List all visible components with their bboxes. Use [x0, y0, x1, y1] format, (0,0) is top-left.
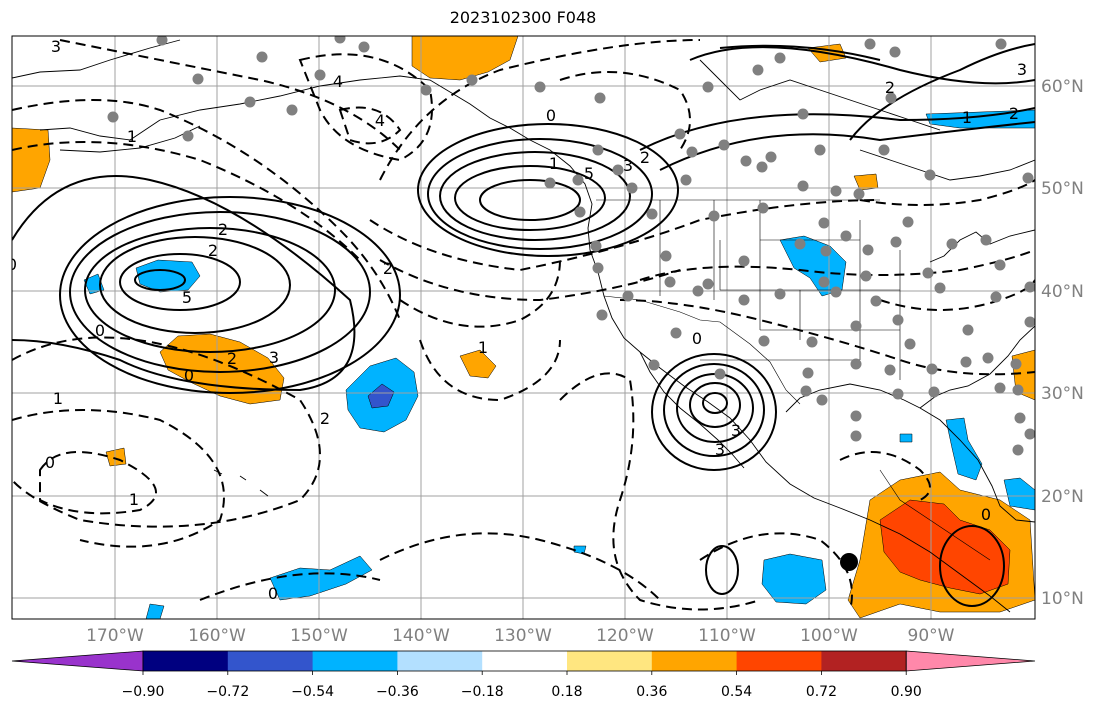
contour-label: 2	[218, 220, 228, 239]
positive-contours	[12, 43, 1035, 607]
colorbar-tick-label: 0.72	[806, 684, 837, 700]
map-area: 3 1 4 2 0 5 3 0 2 2 2 4 5 3 2 1 1 2 0 3 …	[7, 36, 1035, 619]
contour-label: 2	[1009, 104, 1019, 123]
contour-label: 0	[268, 584, 278, 603]
colorbar: −0.90 −0.72 −0.54 −0.36 −0.18 0.18 0.36 0.54 0.7…	[11, 650, 1036, 700]
lon-label: 90°W	[908, 626, 955, 646]
colorbar-tick-label: −0.72	[206, 684, 249, 700]
contour-label: 3	[51, 37, 61, 56]
colorbar-tick-label: 0.54	[721, 684, 752, 700]
blue-region	[761, 553, 827, 605]
blue-region	[83, 273, 105, 295]
lon-label: 100°W	[800, 626, 858, 646]
lat-label: 60°N	[1041, 77, 1084, 97]
negative-contours	[12, 39, 1035, 611]
colorbar-segment	[143, 651, 229, 671]
lon-label: 150°W	[290, 626, 348, 646]
colorbar-tick-label: 0.18	[551, 684, 582, 700]
map-frame	[11, 35, 1036, 620]
lat-label: 40°N	[1041, 282, 1084, 302]
lat-label: 10°N	[1041, 589, 1084, 609]
contour-label: 1	[962, 108, 972, 127]
colorbar-outline	[142, 650, 907, 672]
contour-label: 0	[45, 453, 55, 472]
contour-label: 0	[184, 366, 194, 385]
contour-label: 1	[53, 389, 63, 408]
contour-label: 0	[7, 255, 17, 274]
contour-label: 2	[383, 259, 393, 278]
blue-region	[899, 433, 913, 443]
station-markers	[107, 36, 1035, 456]
orange-region	[459, 349, 497, 379]
colorbar-tick-label: −0.90	[122, 684, 165, 700]
colorbar-segment	[567, 651, 653, 671]
colorbar-tick-label: 0.90	[891, 684, 922, 700]
contour-label: 1	[129, 490, 139, 509]
contour-label: 4	[333, 72, 343, 91]
contour-label: 2	[320, 409, 330, 428]
colorbar-segment	[397, 651, 483, 671]
colorbar-segment	[736, 651, 822, 671]
lon-label: 170°W	[86, 626, 144, 646]
lon-label: 110°W	[698, 626, 756, 646]
deep-blue-region	[367, 383, 395, 409]
colorbar-tick-label: −0.54	[291, 684, 334, 700]
highlight-marker	[840, 553, 858, 571]
colorbar-segment	[821, 651, 907, 671]
contour-label: 3	[269, 348, 279, 367]
lon-label: 140°W	[392, 626, 450, 646]
contour-label: 1	[549, 154, 559, 173]
contour-label: 3	[623, 156, 633, 175]
contour-label: 2	[640, 148, 650, 167]
colorbar-segment	[227, 651, 314, 671]
colorbar-extend-min	[11, 650, 144, 672]
colorbar-segment	[312, 651, 398, 671]
contour-label: 0	[981, 505, 991, 524]
contour-label: 2	[208, 241, 218, 260]
blue-region	[1003, 477, 1035, 511]
contour-label: 2	[885, 78, 895, 97]
red-orange-region	[879, 499, 1011, 595]
contour-label: 4	[375, 111, 385, 130]
lat-label: 50°N	[1041, 179, 1084, 199]
contour-label-group: 3 1 4 2 0 5 3 0 2 2 2 4 5 3 2 1 1 2 0 3 …	[7, 37, 1027, 603]
contour-label: 0	[95, 321, 105, 340]
colorbar-tick-label: −0.18	[461, 684, 504, 700]
contour-label: 5	[182, 288, 192, 307]
blue-region	[945, 417, 983, 481]
contour-lines	[12, 39, 1035, 611]
lat-label: 30°N	[1041, 384, 1084, 404]
colorbar-segment	[651, 651, 738, 671]
colorbar-tick-label: −0.36	[376, 684, 419, 700]
contour-label: 1	[127, 127, 137, 146]
colorbar-extend-max	[905, 650, 1036, 672]
colorbar-segment	[482, 651, 568, 671]
contour-label: 5	[584, 164, 594, 183]
lon-label: 120°W	[596, 626, 654, 646]
lon-label: 160°W	[188, 626, 246, 646]
contour-label: 0	[692, 329, 702, 348]
contour-label: 3	[715, 440, 725, 459]
contour-label: 1	[478, 338, 488, 357]
longitude-labels: 170°W 160°W 150°W 140°W 130°W 120°W 110°…	[86, 626, 955, 646]
political-borders	[596, 199, 991, 561]
lon-label: 130°W	[494, 626, 552, 646]
map-title: 2023102300 F048	[449, 8, 597, 27]
lat-label: 20°N	[1041, 487, 1084, 507]
colorbar-tick-label: 0.36	[636, 684, 667, 700]
contour-label: 2	[227, 349, 237, 368]
blue-region	[145, 603, 165, 619]
contour-label: 0	[546, 106, 556, 125]
blue-region	[269, 555, 373, 601]
contour-label: 3	[731, 421, 741, 440]
contour-label: 3	[1017, 60, 1027, 79]
latitude-labels: 60°N 50°N 40°N 30°N 20°N 10°N	[1041, 77, 1084, 609]
